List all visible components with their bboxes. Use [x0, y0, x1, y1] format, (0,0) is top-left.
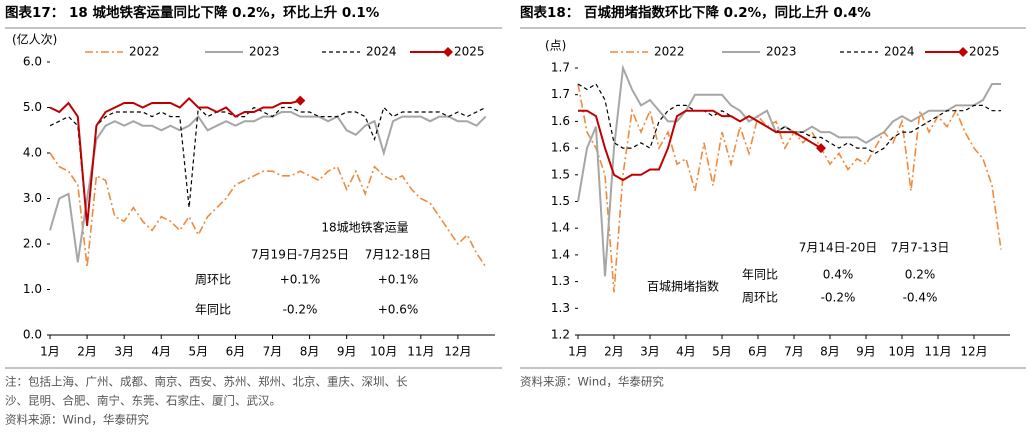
x-tick-label: 7月	[784, 345, 804, 359]
x-tick-label: 12月	[960, 345, 987, 359]
x-tick-label: 1月	[40, 345, 60, 359]
series-line	[49, 152, 487, 268]
x-tick-label: 4月	[151, 345, 171, 359]
series-line	[49, 106, 486, 226]
note: 注：包括上海、广州、成都、南京、西安、苏州、郑州、北京、重庆、深圳、长	[5, 375, 408, 389]
x-tick-label: 6月	[226, 345, 246, 359]
legend-label: 2024	[366, 45, 397, 59]
legend-label: 2022	[129, 45, 160, 59]
table-row-label: 年同比	[195, 303, 231, 317]
table-row-label: 周环比	[195, 273, 231, 287]
x-tick-label: 9月	[856, 345, 876, 359]
y-tick-label: 0.0	[23, 328, 42, 342]
x-tick-label: 9月	[337, 345, 357, 359]
x-tick-label: 2月	[604, 345, 624, 359]
end-marker	[816, 143, 826, 154]
x-tick-label: 10月	[370, 345, 397, 359]
series-line	[577, 83, 1001, 155]
x-tick-label: 8月	[820, 345, 840, 359]
y-tick-label: 5.0	[23, 100, 42, 114]
y-tick-label: 1.3	[551, 301, 570, 315]
x-tick-label: 6月	[748, 345, 768, 359]
legend-label: 2025	[969, 45, 1000, 59]
chart-title: 图表17： 18 城地铁客运量同比下降 0.2%，环比上升 0.1%	[5, 4, 380, 21]
y-tick-label: 1.6	[551, 114, 570, 128]
series-line	[49, 96, 301, 226]
x-tick-label: 8月	[300, 345, 320, 359]
note: 沙、昆明、合肥、南宁、东莞、石家庄、厦门、武汉。	[5, 394, 281, 408]
table-header: 7月7-13日	[891, 241, 950, 255]
table-row-label: 年同比	[742, 268, 778, 282]
y-tick-label: 1.5	[551, 194, 570, 208]
x-tick-label: 3月	[114, 345, 134, 359]
y-tick-label: 1.6	[551, 141, 570, 155]
table-cell: +0.6%	[378, 303, 419, 317]
y-tick-label: 1.4	[551, 221, 570, 235]
table-cell: +0.1%	[378, 273, 419, 287]
legend-marker	[443, 47, 453, 57]
table-title: 18城地铁客运量	[321, 220, 408, 235]
x-tick-label: 10月	[888, 345, 915, 359]
table-row-label: 周环比	[742, 291, 778, 305]
series-line	[577, 83, 1002, 293]
x-tick-label: 11月	[407, 345, 434, 359]
legend-label: 2023	[249, 45, 280, 59]
y-axis-unit: (点)	[545, 39, 566, 53]
end-marker	[295, 95, 306, 106]
x-tick-label: 4月	[676, 345, 696, 359]
y-tick-label: 1.2	[551, 328, 570, 342]
y-tick-label: 4.0	[23, 146, 42, 160]
y-tick-label: 1.7	[551, 61, 570, 75]
legend-label: 2025	[454, 45, 485, 59]
y-tick-label: 3.0	[23, 191, 42, 205]
x-tick-label: 5月	[189, 345, 209, 359]
y-tick-label: 1.5	[551, 167, 570, 181]
table-header: 7月12-18日	[365, 248, 432, 262]
y-axis-unit: (亿人次)	[12, 32, 57, 47]
source: 资料来源：Wind，华泰研究	[520, 375, 664, 389]
table-cell: -0.2%	[821, 291, 856, 305]
series-line	[578, 109, 822, 182]
table-cell: 0.4%	[823, 268, 854, 282]
legend-label: 2022	[654, 45, 685, 59]
table-header: 7月14日-20日	[799, 241, 878, 255]
x-tick-label: 11月	[924, 345, 951, 359]
y-tick-label: 6.0	[23, 55, 42, 69]
legend-label: 2023	[766, 45, 797, 59]
x-tick-label: 7月	[263, 345, 283, 359]
table-header: 7月19日-7月25日	[251, 248, 349, 262]
chart-title: 图表18： 百城拥堵指数环比下降 0.2%，同比上升 0.4%	[520, 4, 871, 21]
table-title: 百城拥堵指数	[647, 279, 719, 294]
legend-label: 2024	[884, 45, 915, 59]
table-cell: -0.2%	[283, 303, 318, 317]
x-tick-label: 2月	[77, 345, 97, 359]
legend-marker	[958, 47, 968, 57]
table-cell: 0.2%	[905, 268, 936, 282]
x-tick-label: 12月	[444, 345, 471, 359]
source: 资料来源：Wind，华泰研究	[5, 413, 149, 427]
x-tick-label: 5月	[712, 345, 732, 359]
y-tick-label: 1.3	[551, 274, 570, 288]
y-tick-label: 2.0	[23, 237, 42, 251]
series-line	[49, 111, 487, 263]
y-tick-label: 1.7	[551, 87, 570, 101]
x-tick-label: 3月	[640, 345, 660, 359]
table-cell: -0.4%	[903, 291, 938, 305]
x-tick-label: 1月	[568, 345, 588, 359]
y-tick-label: 1.0	[23, 282, 42, 296]
y-tick-label: 1.4	[551, 247, 570, 261]
table-cell: +0.1%	[280, 273, 321, 287]
